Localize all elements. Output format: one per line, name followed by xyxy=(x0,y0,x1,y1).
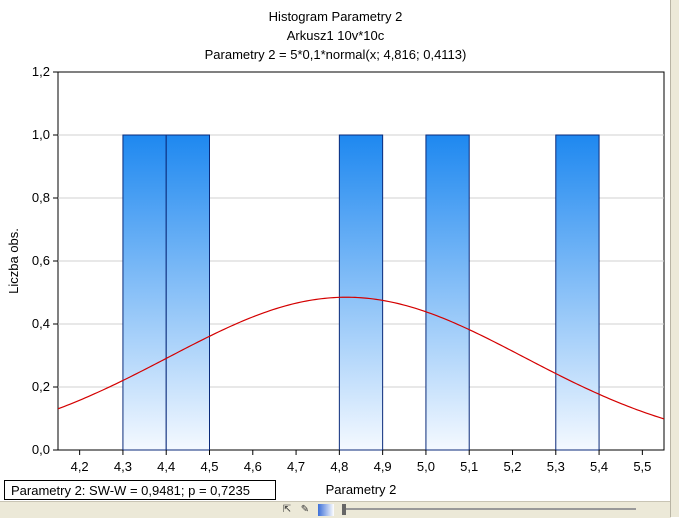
x-tick-label: 4,2 xyxy=(71,459,89,474)
histogram-bar xyxy=(425,134,470,451)
y-tick-label: 0,6 xyxy=(32,253,50,268)
x-tick-label: 5,0 xyxy=(417,459,435,474)
chart-title: Histogram Parametry 2 xyxy=(268,9,403,24)
histogram-bar xyxy=(165,134,210,451)
y-tick-label: 0,2 xyxy=(32,379,50,394)
x-tick-label: 5,3 xyxy=(547,459,565,474)
x-tick-label: 5,5 xyxy=(633,459,651,474)
axes: 0,0 0,2 0,4 0,6 0,8 1,0 1,2 4,2 4,3 4,4 4,5 4,6 4,7 4… xyxy=(32,64,651,474)
scroll-track[interactable] xyxy=(346,508,636,510)
y-axis-label: Liczba obs. xyxy=(6,228,21,294)
x-tick-label: 4,9 xyxy=(374,459,392,474)
x-axis-label: Parametry 2 xyxy=(326,482,397,497)
x-tick-label: 4,3 xyxy=(114,459,132,474)
fit-curve xyxy=(58,296,664,420)
scroll-slider-icon[interactable] xyxy=(342,504,346,515)
x-tick-label: 4,6 xyxy=(244,459,262,474)
x-tick-label: 4,8 xyxy=(330,459,348,474)
y-tick-label: 0,0 xyxy=(32,442,50,457)
y-tick-label: 1,0 xyxy=(32,127,50,142)
y-tick-label: 0,4 xyxy=(32,316,50,331)
brush-icon[interactable]: ✎ xyxy=(300,504,310,515)
histogram-bar xyxy=(555,134,600,451)
y-tick-label: 0,8 xyxy=(32,190,50,205)
gradient-icon[interactable] xyxy=(318,504,334,516)
chart-formula: Parametry 2 = 5*0,1*normal(x; 4,816; 0,4… xyxy=(204,47,467,62)
y-tick-label: 1,2 xyxy=(32,64,50,79)
x-tick-label: 4,7 xyxy=(287,459,305,474)
bottom-toolbar: ⇱ ✎ xyxy=(0,501,671,518)
window-border xyxy=(670,0,679,517)
bars xyxy=(122,134,600,451)
histogram-bar xyxy=(338,134,384,451)
x-tick-label: 5,2 xyxy=(503,459,521,474)
histogram-bar xyxy=(122,134,167,451)
x-tick-label: 4,5 xyxy=(200,459,218,474)
x-tick-label: 4,4 xyxy=(157,459,175,474)
normal-fit-line xyxy=(58,296,664,420)
x-tick-label: 5,1 xyxy=(460,459,478,474)
x-tick-label: 5,4 xyxy=(590,459,608,474)
select-arrow-icon[interactable]: ⇱ xyxy=(282,504,292,515)
stats-box: Parametry 2: SW-W = 0,9481; p = 0,7235 xyxy=(4,480,276,500)
chart-subtitle: Arkusz1 10v*10c xyxy=(286,28,385,43)
